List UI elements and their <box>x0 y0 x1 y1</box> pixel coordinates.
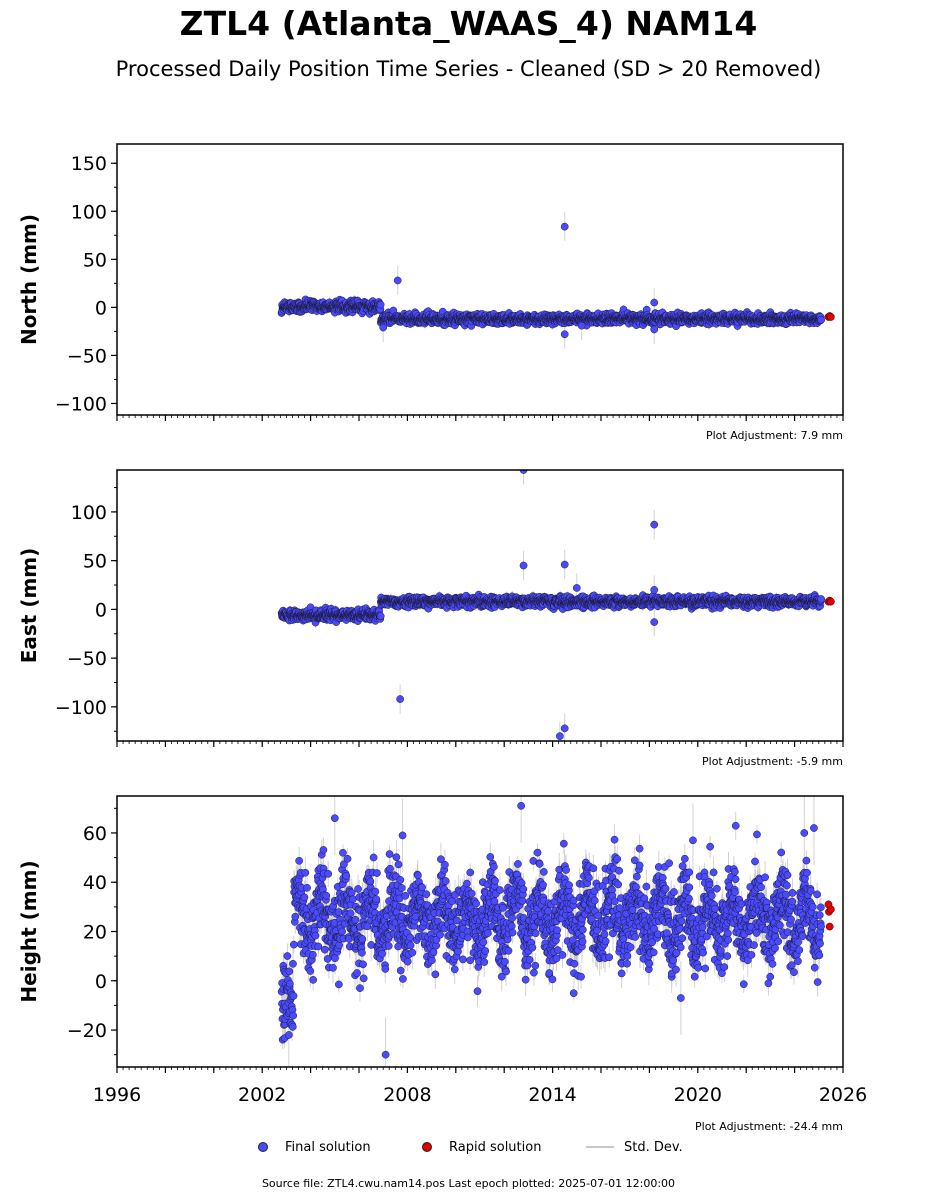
north-ytick-label: −50 <box>67 345 107 367</box>
east-plot-area <box>277 470 835 741</box>
north-final-point <box>393 276 402 285</box>
north-ytick-label: 150 <box>71 153 107 175</box>
north-panel: −100 −50 0 50 100 150 North (mm) Plot Adjustmen… <box>17 143 844 442</box>
north-final-point <box>560 330 569 339</box>
north-plot-area <box>277 212 835 349</box>
north-final-point <box>650 298 659 307</box>
chart-subtitle: Processed Daily Position Time Series - C… <box>115 57 822 81</box>
north-final-point <box>560 222 569 231</box>
north-final-point <box>577 321 586 330</box>
north-final-point <box>376 300 385 309</box>
north-final-point <box>379 323 388 332</box>
north-plot-adjustment: Plot Adjustment: 7.9 mm <box>706 429 843 442</box>
north-ytick-label: −100 <box>55 393 107 415</box>
north-frame <box>116 143 844 416</box>
chart-title: ZTL4 (Atlanta_WAAS_4) NAM14 <box>179 4 758 43</box>
north-y-axis-label: North (mm) <box>17 214 41 345</box>
north-ytick-label: 0 <box>95 297 107 319</box>
north-final-point <box>817 316 825 324</box>
north-ytick-label: 100 <box>71 201 107 223</box>
north-rapid-point <box>827 313 835 321</box>
north-ytick-label: 50 <box>83 249 107 271</box>
north-final-point <box>650 325 659 334</box>
